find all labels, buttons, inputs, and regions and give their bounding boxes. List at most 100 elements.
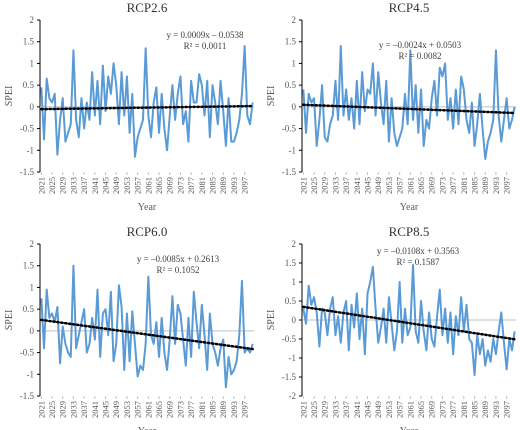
x-tick-label: 2089 [480, 401, 490, 418]
x-tick-label: 2085 [208, 401, 218, 418]
y-tick-label: -1 [289, 145, 297, 155]
trend-equation: y = 0.0009x – 0.0538 [166, 30, 244, 40]
y-tick-label: 0 [30, 326, 35, 336]
y-axis-label: SPEI [4, 86, 15, 107]
x-tick-label: 2097 [502, 401, 512, 418]
x-tick-label: 2049 [111, 177, 121, 194]
x-tick-label: 2037 [79, 401, 89, 418]
x-axis-label: Year [400, 426, 419, 430]
y-tick-label: 0.5 [23, 304, 35, 314]
x-tick-label: 2049 [373, 401, 383, 418]
y-tick-label: 2 [292, 15, 297, 25]
y-tick-label: 0.5 [285, 80, 297, 90]
trendline [302, 305, 516, 341]
x-tick-label: 2061 [143, 177, 153, 194]
trendline [302, 103, 516, 115]
y-tick-label: 0.5 [23, 80, 35, 90]
x-tick-label: 2089 [480, 177, 490, 194]
x-tick-label: 2033 [330, 401, 340, 418]
y-tick-label: 2 [292, 239, 297, 249]
x-tick-label: 2077 [186, 401, 196, 418]
y-tick-label: 1.5 [285, 258, 297, 268]
x-tick-label: 2025 [47, 401, 57, 418]
x-axis-label: Year [400, 202, 419, 213]
y-tick-label: -0.5 [282, 334, 297, 344]
chart-title: RCP8.5 [389, 224, 430, 239]
x-tick-label: 2041 [90, 177, 100, 194]
trend-r2: R² = 0.0082 [398, 51, 441, 61]
x-tick-label: 2049 [111, 401, 121, 418]
x-tick-label: 2037 [79, 177, 89, 194]
data-line [40, 45, 254, 158]
x-tick-label: 2033 [68, 177, 78, 194]
y-tick-label: -1.5 [282, 167, 297, 177]
x-tick-label: 2065 [154, 401, 164, 418]
x-tick-label: 2081 [197, 177, 207, 194]
x-tick-label: 2033 [68, 401, 78, 418]
x-tick-label: 2029 [320, 401, 330, 418]
x-tick-label: 2085 [208, 177, 218, 194]
x-tick-label: 2061 [405, 401, 415, 418]
x-tick-label: 2053 [384, 177, 394, 194]
x-tick-label: 2045 [363, 401, 373, 418]
x-tick-label: 2069 [427, 177, 437, 194]
y-tick-label: 0 [30, 102, 35, 112]
x-tick-label: 2045 [363, 177, 373, 194]
x-tick-label: 2033 [330, 177, 340, 194]
y-tick-label: 1.5 [285, 37, 297, 47]
y-tick-label: -1 [289, 353, 297, 363]
x-tick-label: 2053 [122, 401, 132, 418]
y-tick-label: -2 [289, 391, 297, 401]
x-tick-label: 2069 [427, 401, 437, 418]
x-tick-label: 2081 [459, 177, 469, 194]
x-tick-label: 2021 [298, 177, 308, 194]
x-tick-label: 2021 [36, 177, 46, 194]
x-tick-label: 2053 [122, 177, 132, 194]
trend-r2: R² = 0.1587 [396, 257, 440, 267]
x-tick-label: 2065 [154, 177, 164, 194]
x-tick-label: 2081 [197, 401, 207, 418]
y-tick-label: 1.5 [23, 37, 35, 47]
x-tick-label: 2021 [36, 401, 46, 418]
y-tick-label: -1 [27, 145, 35, 155]
x-tick-label: 2053 [384, 401, 394, 418]
x-tick-label: 2041 [352, 401, 362, 418]
x-tick-label: 2041 [90, 401, 100, 418]
y-tick-label: 1 [30, 282, 35, 292]
chart-title: RCP2.6 [127, 0, 168, 15]
trend-equation: y = –0.0108x + 0.3563 [377, 246, 460, 256]
x-tick-label: 2093 [229, 401, 239, 418]
x-tick-label: 2073 [175, 401, 185, 418]
x-tick-label: 2037 [341, 401, 351, 418]
x-tick-label: 2025 [309, 177, 319, 194]
x-tick-label: 2097 [240, 401, 250, 418]
x-tick-label: 2029 [58, 177, 68, 194]
x-tick-label: 2037 [341, 177, 351, 194]
y-tick-label: -1 [27, 369, 35, 379]
x-tick-label: 2073 [437, 177, 447, 194]
x-tick-label: 2029 [58, 401, 68, 418]
y-axis-label: SPEI [266, 310, 277, 331]
y-tick-label: 0 [292, 102, 297, 112]
x-tick-label: 2069 [165, 177, 175, 194]
x-tick-label: 2097 [240, 177, 250, 194]
x-tick-label: 2029 [320, 177, 330, 194]
x-tick-label: 2041 [352, 177, 362, 194]
y-tick-label: -1.5 [20, 391, 35, 401]
x-tick-label: 2093 [491, 177, 501, 194]
y-tick-label: -1.5 [282, 372, 297, 382]
trendline [40, 104, 254, 111]
y-tick-label: 1 [30, 58, 35, 68]
x-tick-label: 2073 [175, 177, 185, 194]
x-tick-label: 2089 [218, 401, 228, 418]
y-tick-label: 2 [30, 239, 35, 249]
x-tick-label: 2085 [470, 177, 480, 194]
x-tick-label: 2057 [133, 401, 143, 418]
x-tick-label: 2093 [229, 177, 239, 194]
y-tick-label: -0.5 [282, 124, 297, 134]
x-tick-label: 2021 [298, 401, 308, 418]
x-tick-label: 2065 [416, 401, 426, 418]
